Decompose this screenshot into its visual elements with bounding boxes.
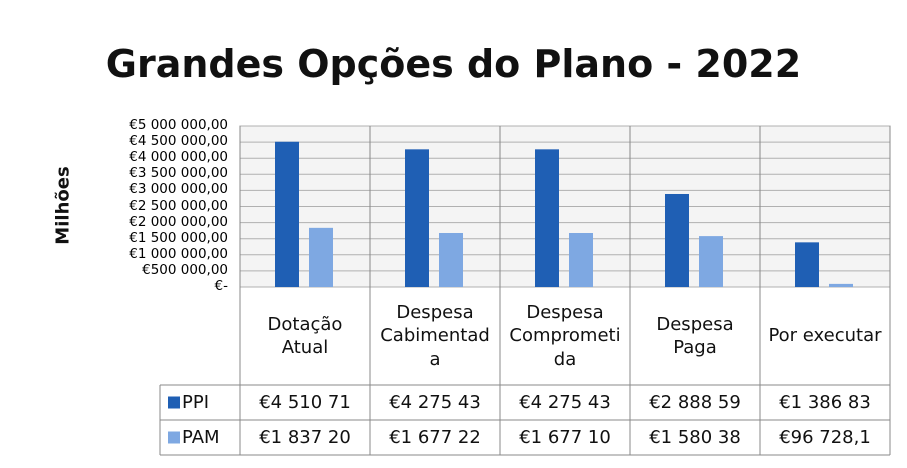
category-label: Dotação Atual: [267, 313, 343, 358]
bar: [829, 283, 853, 287]
data-cell: €1 580 38: [649, 427, 741, 448]
legend-label: PAM: [182, 427, 220, 448]
chart-title: Grandes Opções do Plano - 2022: [105, 42, 802, 86]
bar: [665, 193, 689, 287]
y-tick-label: €2 500 000,00: [129, 197, 228, 214]
data-cell: €1 677 22: [389, 427, 481, 448]
category-label: Por executar: [768, 325, 882, 347]
data-cell: €96 728,1: [779, 427, 871, 448]
data-cell: €1 837 20: [259, 427, 351, 448]
data-cell: €1 386 83: [779, 392, 871, 413]
bar: [405, 149, 429, 287]
category-label: Despesa Cabimentada: [380, 301, 490, 370]
bar: [569, 232, 593, 287]
data-cell: €2 888 59: [649, 392, 741, 413]
y-tick-label: €5 000 000,00: [129, 117, 228, 133]
y-tick-label: €-: [214, 278, 228, 294]
y-tick-label: €1 500 000,00: [129, 229, 228, 246]
y-tick-label: €4 500 000,00: [129, 133, 228, 150]
bar: [795, 242, 819, 287]
y-tick-label: €3 500 000,00: [129, 165, 228, 182]
y-tick-label: €4 000 000,00: [129, 149, 228, 166]
data-cell: €1 677 10: [519, 427, 611, 448]
data-cell: €4 275 43: [519, 392, 611, 413]
bar: [535, 149, 559, 287]
data-cell: €4 510 71: [259, 392, 351, 413]
y-tick-label: €2 000 000,00: [129, 213, 228, 230]
bar: [699, 236, 723, 287]
bar: [309, 227, 333, 287]
category-label: Despesa Paga: [656, 313, 734, 358]
category-label: Despesa Comprometida: [509, 301, 621, 370]
legend-swatch: [168, 431, 180, 444]
y-tick-label: €1 000 000,00: [129, 245, 228, 262]
bar: [439, 232, 463, 287]
legend-swatch: [168, 396, 180, 409]
legend-label: PPI: [182, 392, 210, 413]
y-tick-label: €3 000 000,00: [129, 181, 228, 198]
data-cell: €4 275 43: [389, 392, 481, 413]
bar: [275, 141, 299, 287]
y-tick-label: €500 000,00: [142, 261, 228, 278]
